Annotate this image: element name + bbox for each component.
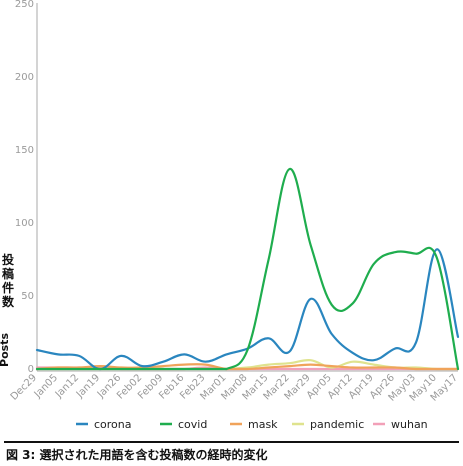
y-tick-label: 50 — [21, 291, 34, 302]
y-tick-label: 150 — [15, 145, 34, 156]
y-tick-label: 0 — [28, 364, 34, 375]
caption-rule — [4, 441, 459, 443]
y-axis-label: Posts — [0, 333, 11, 367]
series-lines — [35, 167, 460, 371]
series-line-covid — [35, 167, 460, 371]
series-line-corona — [35, 248, 460, 371]
y-axis-label-char: 稿 — [2, 266, 14, 281]
y-tick-label: 200 — [15, 72, 34, 83]
legend-label-wuhan: wuhan — [391, 418, 428, 431]
x-tick-label: Jan12 — [53, 372, 81, 400]
figure-caption: 図 3: 選択された用語を含む投稿数の経時的変化 — [6, 448, 268, 462]
y-axis-label-char: 数 — [2, 294, 15, 309]
x-tick-label: Jan19 — [74, 372, 102, 400]
y-tick-label: 250 — [15, 0, 34, 10]
y-axis-label-char: 件 — [2, 280, 14, 295]
x-axis-ticks: Dec29Jan05Jan12Jan19Jan26Feb02Feb09Feb16… — [9, 372, 460, 403]
x-tick-label: Jan05 — [32, 372, 60, 400]
legend-label-mask: mask — [248, 418, 278, 431]
y-tick-label: 100 — [15, 218, 34, 229]
legend: corona covid mask pandemic wuhan — [76, 418, 428, 431]
legend-label-corona: corona — [94, 418, 132, 431]
y-axis-label-char: 投 — [2, 252, 14, 267]
legend-label-pandemic: pandemic — [310, 418, 364, 431]
legend-label-covid: covid — [178, 418, 207, 431]
x-tick-label: Dec29 — [9, 372, 39, 402]
y-axis-ticks: 0 50 100 150 200 250 — [15, 0, 34, 375]
